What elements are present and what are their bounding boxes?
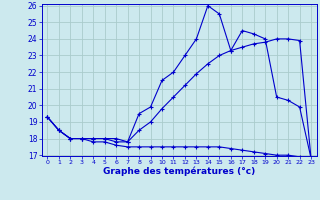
X-axis label: Graphe des températures (°c): Graphe des températures (°c) (103, 167, 255, 176)
